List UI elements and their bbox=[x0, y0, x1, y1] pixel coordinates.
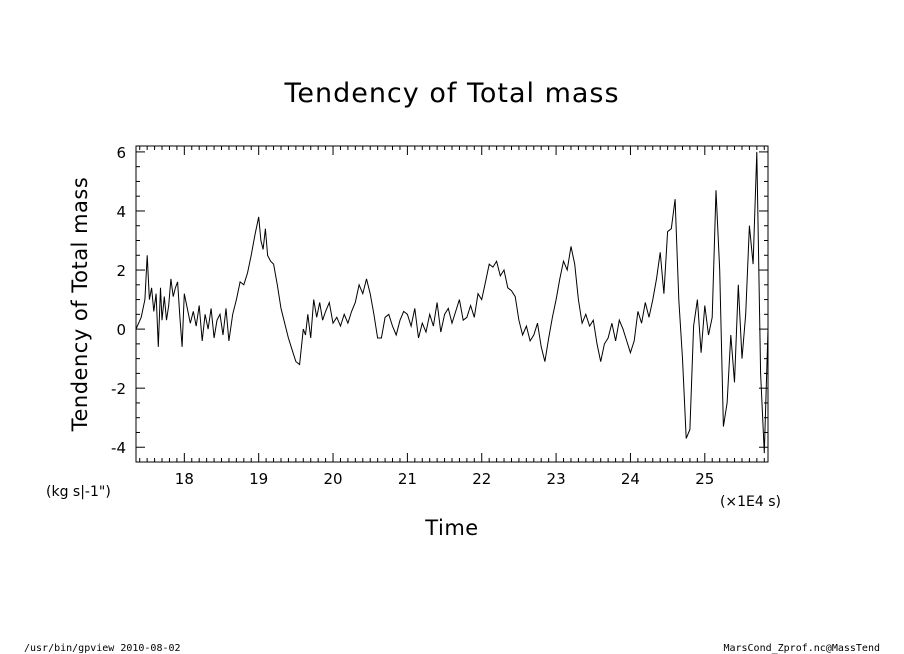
y-tick-label: 4 bbox=[116, 203, 126, 221]
plot-border bbox=[135, 145, 769, 463]
y-tick-label: 6 bbox=[116, 144, 126, 162]
series-line bbox=[135, 151, 769, 454]
y-units-label: (kg s|-1") bbox=[46, 484, 111, 500]
footer-right: MarsCond_Zprof.nc@MassTend bbox=[723, 643, 880, 654]
x-tick-label: 21 bbox=[398, 470, 417, 488]
y-tick-label: 0 bbox=[116, 321, 126, 339]
plot-frame bbox=[135, 145, 769, 463]
x-axis-label: Time bbox=[424, 516, 478, 540]
y-tick-label: 2 bbox=[116, 262, 126, 280]
x-tick-label: 25 bbox=[695, 470, 714, 488]
chart-title: Tendency of Total mass bbox=[283, 78, 619, 109]
y-tick-label: -2 bbox=[111, 380, 126, 398]
x-tick-label: 19 bbox=[249, 470, 268, 488]
footer-left: /usr/bin/gpview 2010-08-02 bbox=[24, 643, 181, 654]
x-tick-label: 23 bbox=[547, 470, 566, 488]
y-tick-label: -4 bbox=[111, 439, 126, 457]
ticks-layer bbox=[136, 146, 768, 463]
x-tick-label: 20 bbox=[323, 470, 342, 488]
x-tick-label: 18 bbox=[175, 470, 194, 488]
x-tick-label: 24 bbox=[621, 470, 640, 488]
x-tick-label: 22 bbox=[472, 470, 491, 488]
y-axis-label: Tendency of Total mass bbox=[68, 177, 92, 433]
x-units-label: (×1E4 s) bbox=[720, 494, 781, 510]
